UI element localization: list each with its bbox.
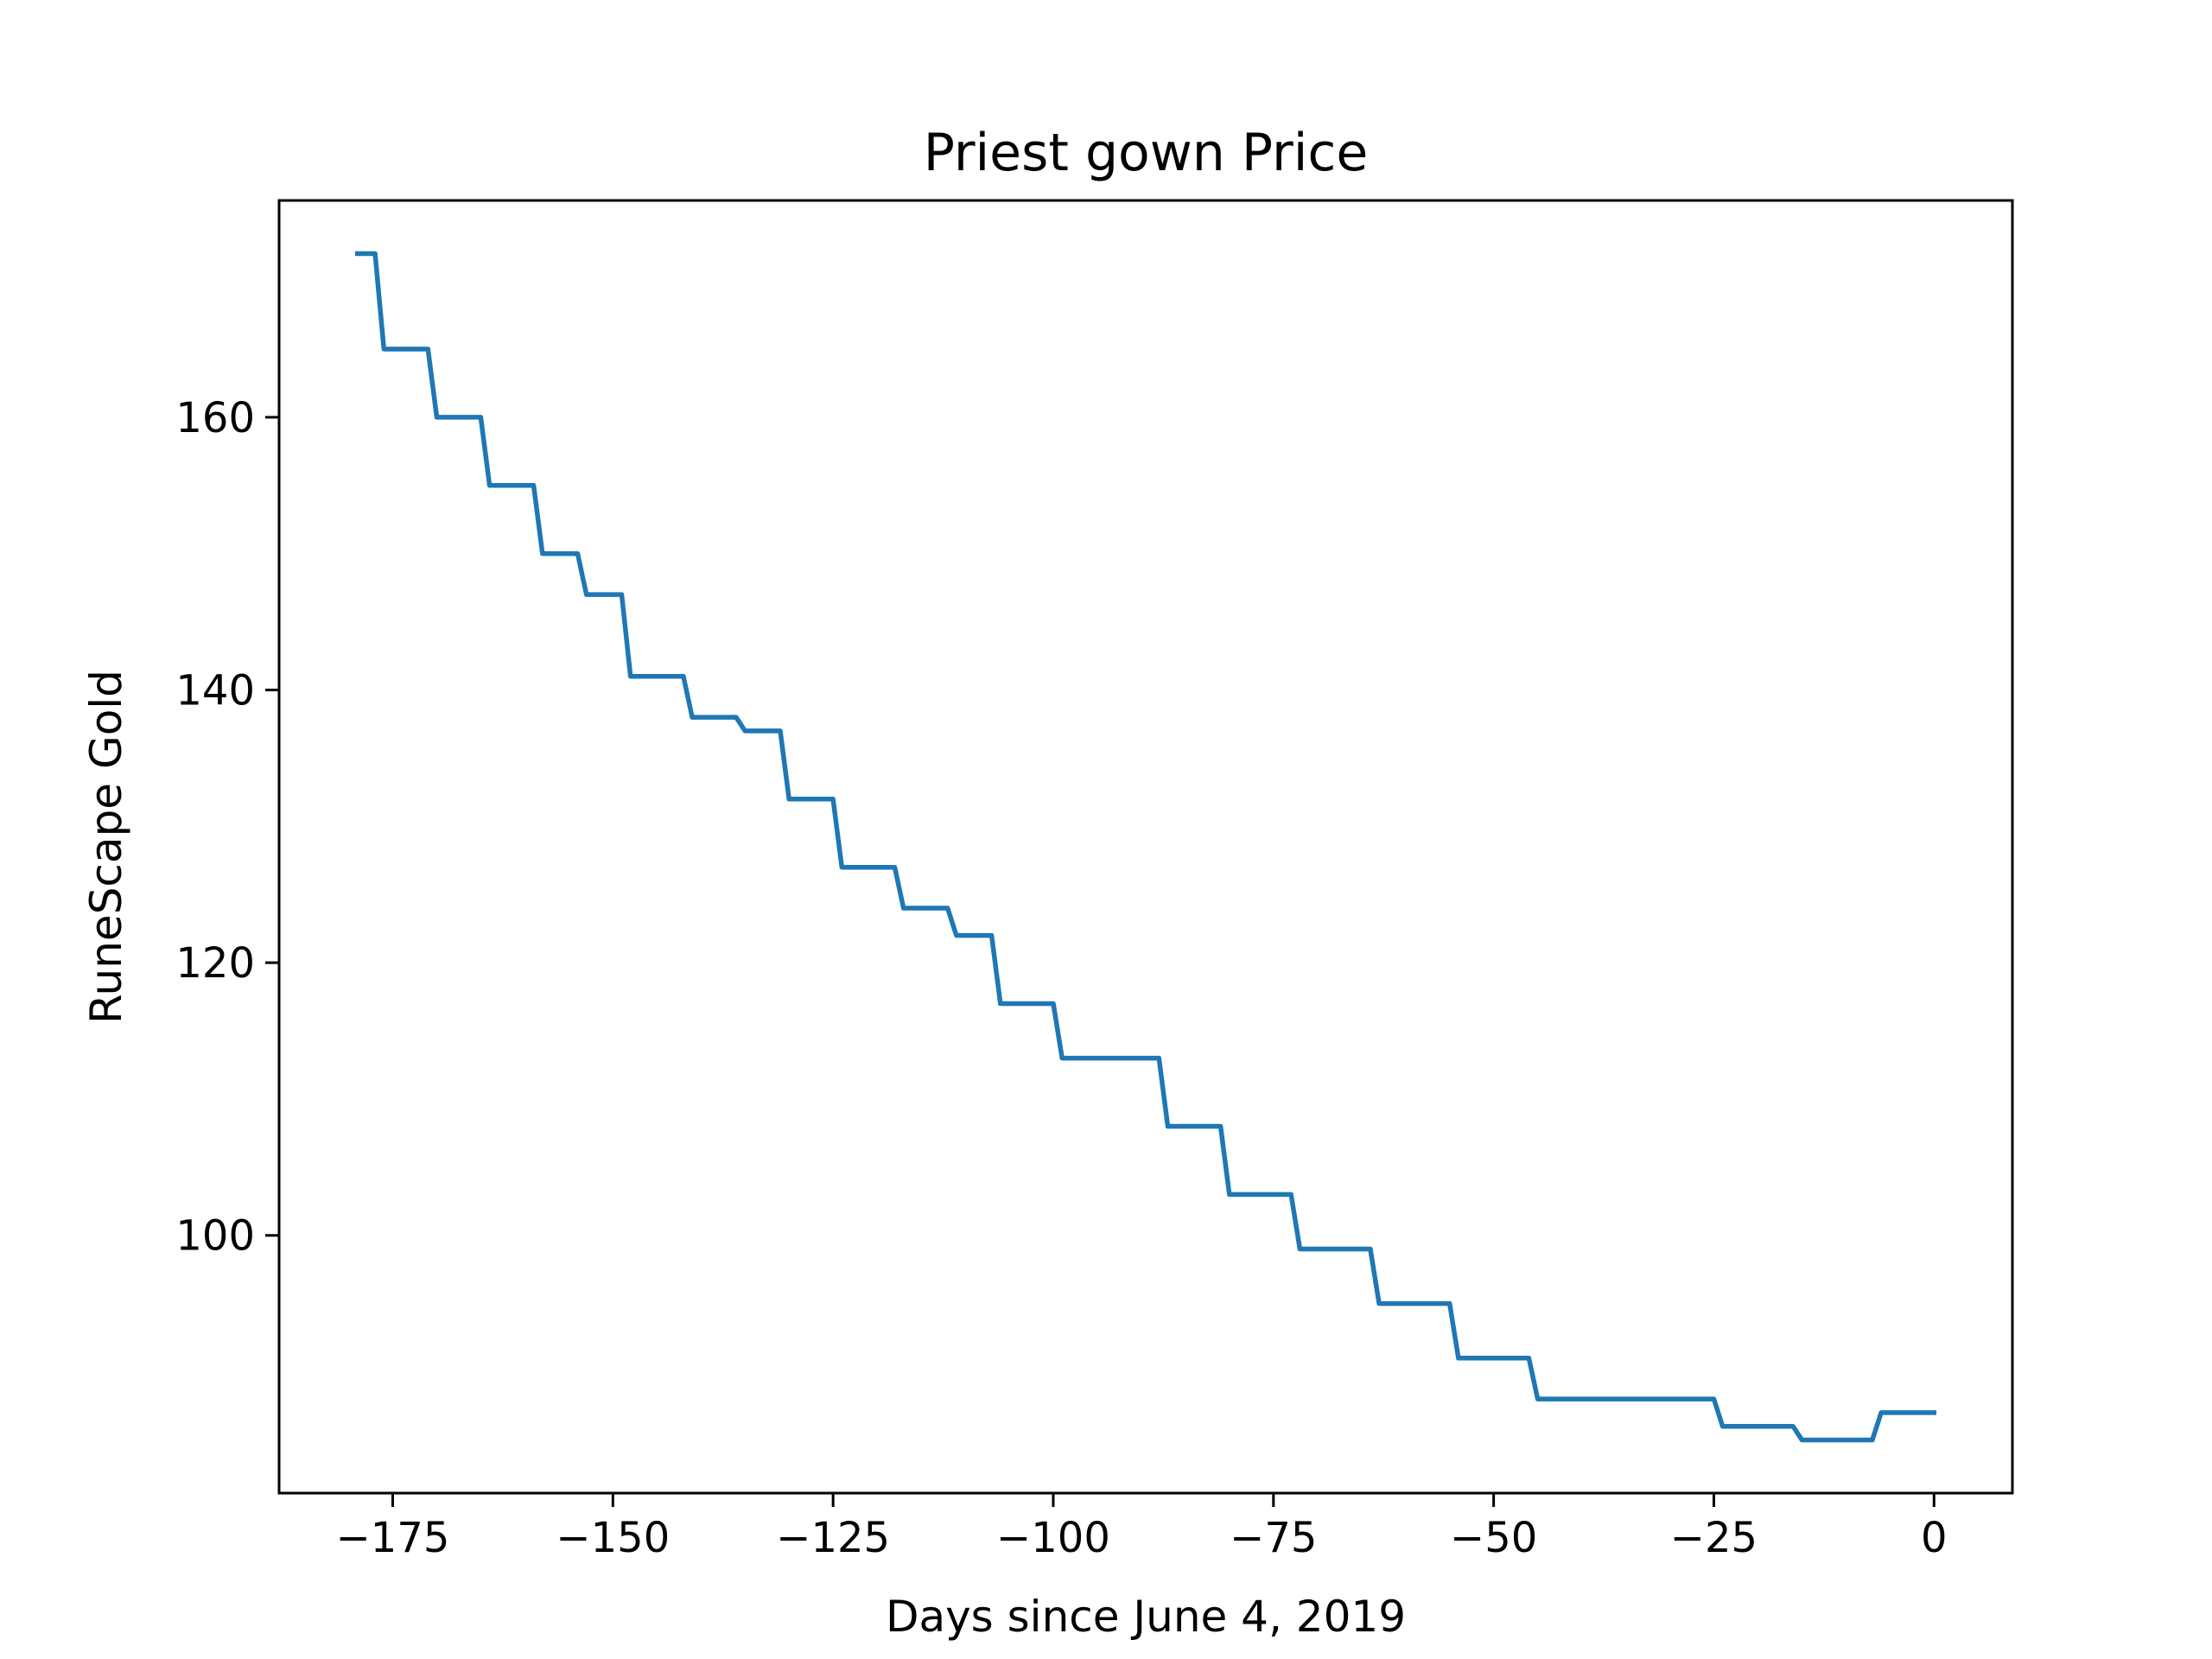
x-tick-label: −150 [556,1514,670,1562]
x-tick-label: −100 [996,1514,1110,1562]
x-axis: −175 −150 −125 −100 −75 −50 −25 0 [336,1493,1948,1562]
y-tick-label: 140 [175,667,255,715]
y-axis-label: RuneScape Gold [81,670,131,1024]
x-tick-label: −50 [1450,1514,1537,1562]
x-tick-label: −125 [776,1514,890,1562]
y-axis: 100 120 140 160 [175,394,279,1261]
x-tick-label: −75 [1230,1514,1317,1562]
chart-title: Priest gown Price [924,123,1369,183]
y-tick-label: 160 [175,394,255,442]
x-tick-label: 0 [1921,1514,1948,1562]
series-line-0 [354,251,1937,1443]
axes-frame [277,199,2014,1495]
x-axis-label: Days since June 4, 2019 [886,1592,1406,1642]
y-tick-label: 100 [175,1212,255,1261]
plot-layer [354,251,1937,1443]
x-tick-label: −175 [336,1514,450,1562]
y-tick-label: 120 [175,939,255,988]
x-tick-label: −25 [1670,1514,1758,1562]
